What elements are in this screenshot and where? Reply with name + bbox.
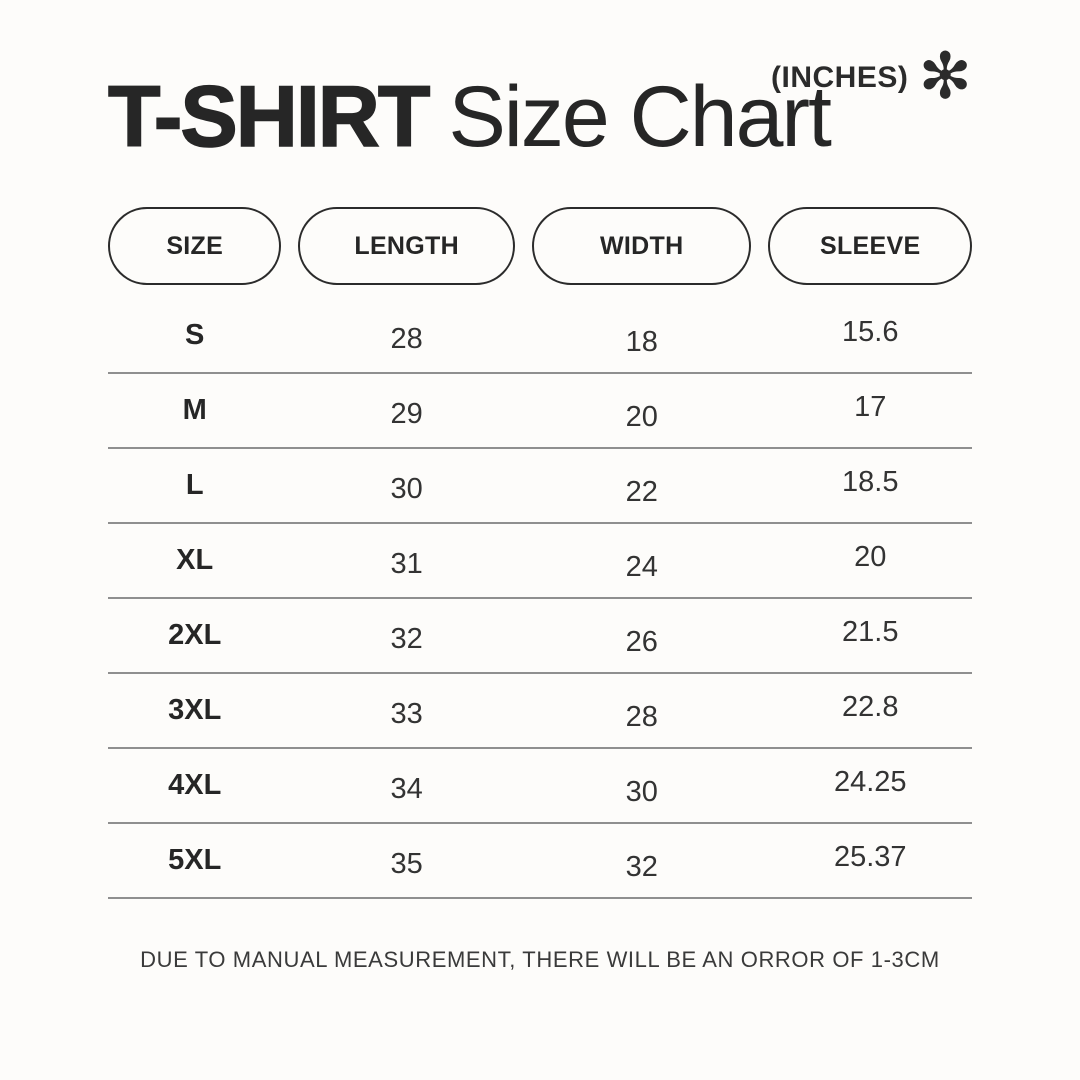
length-cell: 33 (390, 698, 423, 730)
table-row-2xl: 2XL 32 26 21.5 (108, 599, 972, 674)
size-cell: 5XL (168, 844, 222, 876)
size-cell: 3XL (168, 694, 222, 726)
length-cell: 35 (390, 848, 423, 880)
page-title: T-SHIRT Size Chart (107, 68, 972, 167)
length-cell: 28 (390, 323, 423, 355)
sleeve-cell: 22.8 (842, 691, 899, 723)
size-table: S 28 18 15.6 M 29 20 17 L 30 22 18.5 XL … (108, 299, 972, 899)
width-cell: 28 (625, 701, 658, 733)
units-label: (INCHES) (771, 61, 909, 94)
table-header-row: SIZE LENGTH WIDTH SLEEVE (108, 207, 972, 285)
sleeve-cell: 17 (854, 391, 887, 423)
units-row: (INCHES) ✻ (108, 0, 972, 110)
length-cell: 30 (390, 473, 423, 505)
length-cell: 32 (390, 623, 423, 655)
table-row-4xl: 4XL 34 30 24.25 (108, 749, 972, 824)
column-header-length: LENGTH (298, 207, 515, 285)
width-cell: 18 (625, 326, 658, 358)
size-cell: S (185, 319, 205, 351)
sleeve-cell: 20 (854, 541, 887, 573)
page-title-bold: T-SHIRT (107, 68, 431, 166)
size-cell: M (182, 394, 207, 426)
asterisk-icon: ✻ (918, 40, 972, 112)
table-row-xl: XL 31 24 20 (108, 524, 972, 599)
column-header-sleeve: SLEEVE (768, 207, 972, 285)
width-cell: 20 (625, 401, 658, 433)
width-cell: 22 (625, 476, 658, 508)
size-cell: XL (176, 544, 214, 576)
table-row-s: S 28 18 15.6 (108, 299, 972, 374)
table-row-m: M 29 20 17 (108, 374, 972, 449)
width-cell: 26 (625, 626, 658, 658)
sleeve-cell: 21.5 (842, 616, 899, 648)
column-header-size: SIZE (108, 207, 282, 285)
table-row-3xl: 3XL 33 28 22.8 (108, 674, 972, 749)
size-cell: 2XL (168, 619, 222, 651)
length-cell: 31 (390, 548, 423, 580)
sleeve-cell: 15.6 (842, 316, 899, 348)
width-cell: 30 (625, 776, 658, 808)
sleeve-cell: 24.25 (833, 766, 907, 798)
page-title-regular: Size Chart (448, 69, 831, 165)
sleeve-cell: 18.5 (842, 466, 899, 498)
length-cell: 34 (390, 773, 423, 805)
size-cell: 4XL (168, 769, 222, 801)
width-cell: 24 (625, 551, 658, 583)
table-row-5xl: 5XL 35 32 25.37 (108, 824, 972, 899)
size-cell: L (185, 469, 204, 501)
table-row-l: L 30 22 18.5 (108, 449, 972, 524)
length-cell: 29 (390, 398, 423, 430)
width-cell: 32 (625, 851, 658, 883)
sleeve-cell: 25.37 (833, 841, 907, 873)
column-header-width: WIDTH (531, 207, 752, 285)
measurement-disclaimer: DUE TO MANUAL MEASUREMENT, THERE WILL BE… (140, 947, 940, 972)
